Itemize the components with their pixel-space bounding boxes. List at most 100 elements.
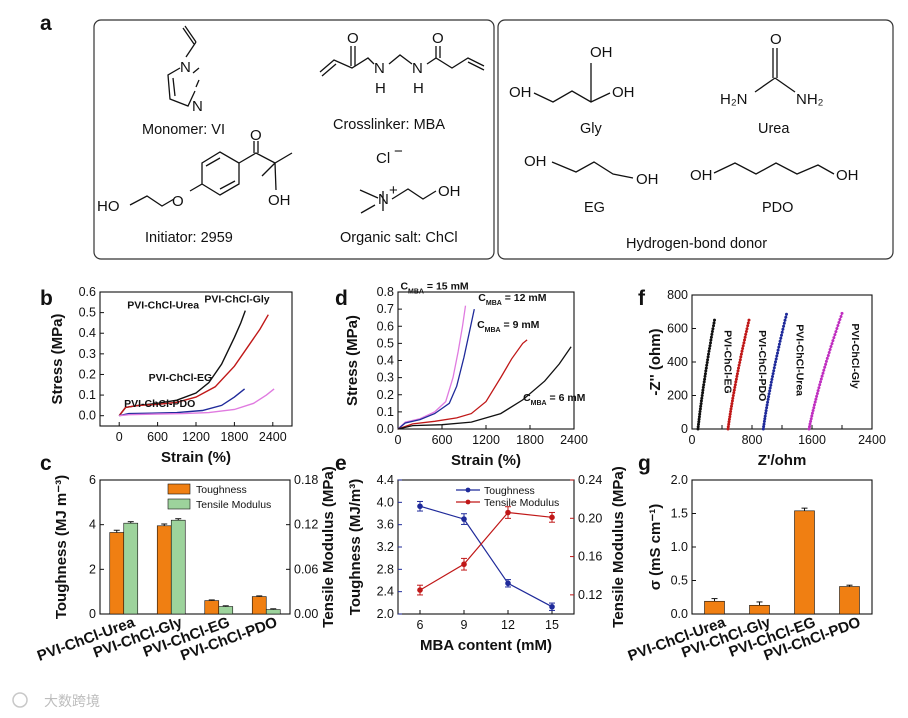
bar-modulus	[170, 519, 186, 615]
data-point	[707, 352, 710, 356]
y-tick-label: 1.0	[671, 540, 688, 554]
bar-modulus	[123, 522, 139, 615]
data-point	[810, 411, 814, 415]
data-point	[728, 415, 732, 419]
data-point	[771, 372, 775, 376]
data-point	[417, 503, 423, 510]
y-tick-label: 0.7	[377, 302, 394, 316]
y-tick-label: 600	[667, 322, 688, 336]
data-point	[505, 509, 511, 516]
data-point	[712, 324, 715, 328]
bar	[794, 510, 815, 615]
data-point	[461, 516, 467, 522]
atom-h: H	[375, 80, 386, 97]
caption-crosslinker: Crosslinker: MBA	[333, 117, 445, 133]
data-point	[734, 380, 738, 384]
data-point	[705, 363, 709, 367]
y-right-tick-label: 0.18	[294, 473, 318, 487]
data-point	[833, 333, 837, 337]
y-tick-label: 0.2	[377, 388, 394, 402]
watermark-text: 大数跨境	[44, 693, 100, 709]
series-line	[397, 346, 572, 430]
data-point	[703, 377, 707, 381]
data-point	[735, 372, 739, 376]
data-point	[769, 380, 773, 384]
data-point	[781, 327, 785, 331]
data-point	[706, 358, 710, 362]
data-point	[730, 399, 734, 403]
data-point	[766, 400, 770, 404]
data-point	[505, 580, 511, 587]
series-label: CMBA = 6 mM	[523, 392, 586, 407]
data-point	[783, 318, 787, 322]
caption-hbd: Hydrogen-bond donor	[626, 236, 767, 252]
series-label: PVI-ChCl-Urea	[127, 300, 199, 312]
series-label: CMBA = 15 mM	[400, 281, 468, 296]
data-point	[819, 380, 822, 384]
data-point	[769, 383, 773, 387]
y-tick-label: 0.3	[79, 347, 96, 361]
atom-oh: OH	[612, 84, 635, 101]
series-line	[397, 339, 528, 430]
data-point	[763, 414, 767, 418]
data-point	[701, 388, 705, 392]
data-point	[815, 392, 819, 395]
data-point	[835, 327, 839, 330]
data-point	[729, 407, 733, 411]
data-point	[705, 361, 709, 364]
atom-n: N	[374, 60, 385, 77]
data-point	[461, 561, 467, 568]
x-tick-label: 1800	[516, 433, 544, 447]
y-tick-label: 0	[89, 607, 96, 621]
data-point	[770, 377, 774, 381]
y-tick-label: 400	[667, 355, 688, 369]
y-tick-label: 0.8	[377, 285, 394, 299]
y-tick-label: 2.0	[377, 607, 394, 621]
caption-monomer: Monomer: VI	[142, 122, 225, 138]
y-right-tick-label: 0.12	[578, 588, 602, 602]
data-point	[766, 397, 770, 401]
data-point	[744, 332, 748, 336]
data-point	[700, 394, 704, 397]
y-tick-label: 0.5	[377, 336, 394, 350]
series-label: PVI-ChCl-PDO	[756, 330, 768, 401]
chart-c-toughness-modulus: 0 2 4 6 0.00 0.06 0.12 0.18 Toughness (MJ m⁻³) Te…	[35, 466, 337, 665]
series-label: CMBA = 12 mM	[478, 292, 546, 307]
data-point	[777, 345, 781, 349]
atom-oh: OH	[636, 171, 659, 188]
y-axis-label: Toughness (MJ m⁻³)	[53, 475, 70, 619]
data-point	[708, 344, 712, 348]
data-point	[782, 321, 786, 325]
y-tick-label: 200	[667, 389, 688, 403]
chart-g-conductivity: 0.00.51.01.52.0σ (mS cm⁻¹)PVI-ChCl-UreaP…	[626, 473, 873, 665]
y-tick-label: 1.5	[671, 507, 688, 521]
data-point	[746, 324, 750, 328]
x-tick-label: 2400	[259, 430, 287, 444]
data-point	[817, 386, 821, 390]
x-axis-label: Z'/ohm	[758, 452, 807, 469]
data-point	[812, 406, 816, 410]
y-axis-label: Stress (MPa)	[49, 314, 66, 405]
data-point	[741, 347, 745, 350]
y-tick-label: 2.0	[671, 473, 688, 487]
data-point	[824, 359, 828, 363]
legend-swatch	[167, 483, 191, 495]
data-point	[726, 427, 730, 431]
x-tick-label: 12	[501, 618, 515, 632]
bar	[704, 600, 725, 615]
chart-e-mba-content: 2.0 2.4 2.8 3.2 3.6 4.0 4.4 0.12 0.16 0.20 0.24 6 9 1…	[347, 466, 627, 654]
x-tick-label: 2400	[858, 433, 886, 447]
data-point	[727, 422, 731, 426]
panel-label-a: a	[40, 12, 52, 35]
legend-swatch	[167, 498, 191, 510]
plot-frame	[397, 291, 575, 430]
atom-n: N	[378, 191, 389, 208]
data-point	[697, 422, 700, 426]
data-point	[700, 396, 704, 400]
plot-frame	[99, 479, 291, 615]
data-point	[774, 360, 777, 364]
caption-eg: EG	[584, 200, 605, 216]
data-point	[764, 409, 768, 413]
data-point	[704, 369, 708, 373]
data-point	[738, 358, 742, 362]
